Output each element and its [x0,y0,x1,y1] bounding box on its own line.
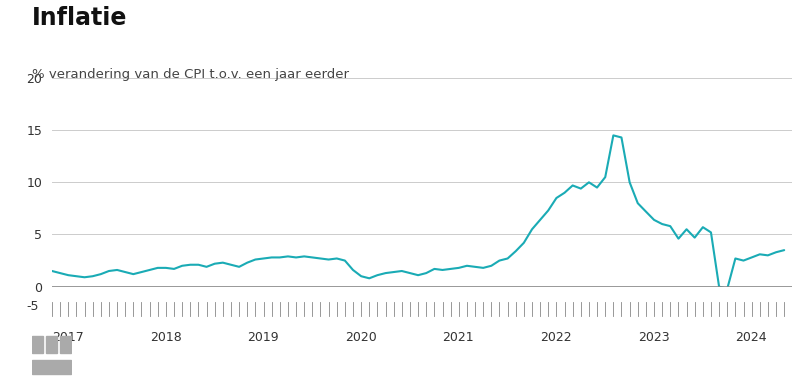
Text: Inflatie: Inflatie [32,6,127,30]
Text: % verandering van de CPI t.o.v. een jaar eerder: % verandering van de CPI t.o.v. een jaar… [32,68,349,81]
Text: -5: -5 [26,300,38,313]
Text: 2023: 2023 [638,331,670,344]
FancyBboxPatch shape [46,336,58,353]
Text: 2022: 2022 [540,331,572,344]
Text: 2019: 2019 [247,331,279,344]
Text: 2021: 2021 [442,331,474,344]
FancyBboxPatch shape [32,336,43,353]
FancyBboxPatch shape [32,360,71,374]
Text: 2017: 2017 [52,331,84,344]
FancyBboxPatch shape [60,336,71,353]
Text: 2018: 2018 [150,331,182,344]
Text: 2020: 2020 [345,331,377,344]
Text: 2024: 2024 [735,331,767,344]
